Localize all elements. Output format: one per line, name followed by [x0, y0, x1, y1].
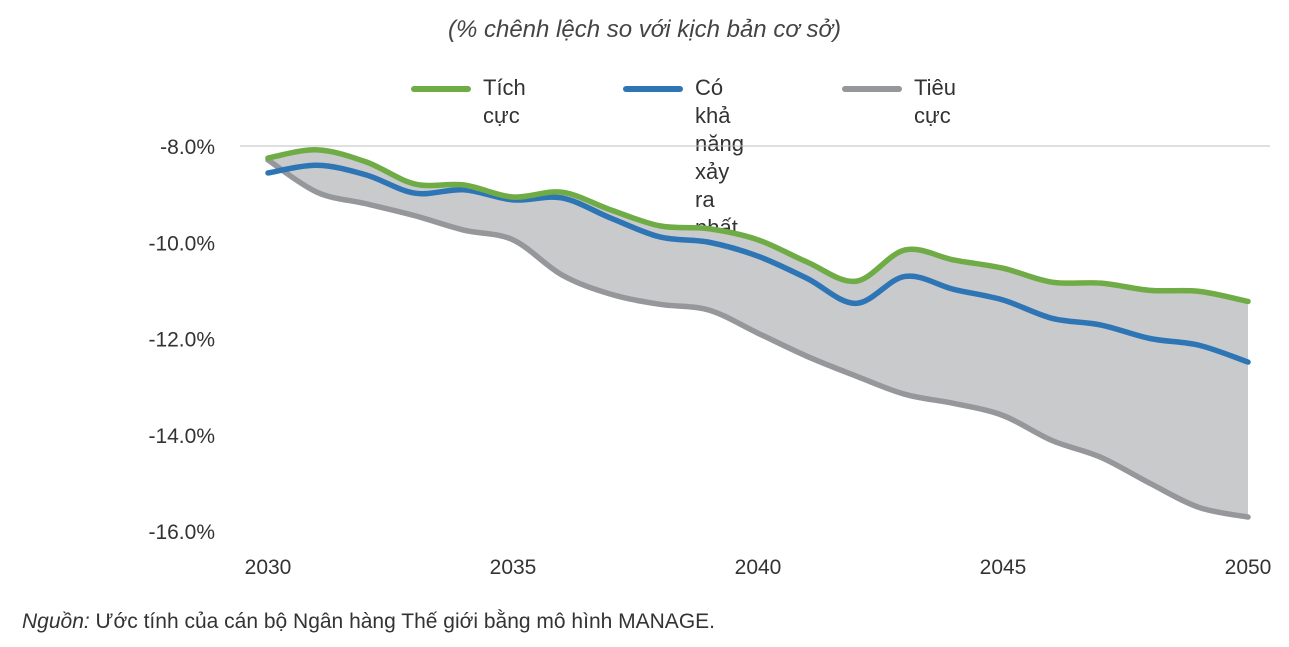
legend-swatch-negative	[842, 86, 902, 92]
legend-label-positive: Tích cực	[483, 75, 526, 128]
series-line-most-likely	[265, 162, 1251, 365]
legend-swatch-most-likely	[623, 86, 683, 92]
chart-subtitle: (% chênh lệch so với kịch bản cơ sở)	[447, 16, 841, 43]
y-tick-label: -12.0%	[148, 329, 215, 352]
x-tick-label: 2035	[490, 556, 537, 579]
source-text: Ước tính của cán bộ Ngân hàng Thế giới b…	[89, 610, 715, 633]
source-note: Nguồn: Ước tính của cán bộ Ngân hàng Thế…	[22, 610, 715, 634]
y-tick-label: -8.0%	[160, 136, 215, 159]
series-line-positive	[265, 147, 1251, 305]
x-tick-label: 2045	[980, 556, 1027, 579]
y-tick-label: -14.0%	[148, 425, 215, 448]
y-tick-label: -10.0%	[148, 232, 215, 255]
x-tick-label: 2030	[245, 556, 292, 579]
series-line-negative	[265, 157, 1251, 520]
legend-label-negative: Tiêu cực	[914, 75, 956, 128]
x-tick-label: 2050	[1225, 556, 1272, 579]
x-tick-label: 2040	[735, 556, 782, 579]
source-label: Nguồn:	[22, 610, 90, 633]
y-tick-label: -16.0%	[148, 521, 215, 544]
legend-swatch-positive	[411, 86, 471, 92]
